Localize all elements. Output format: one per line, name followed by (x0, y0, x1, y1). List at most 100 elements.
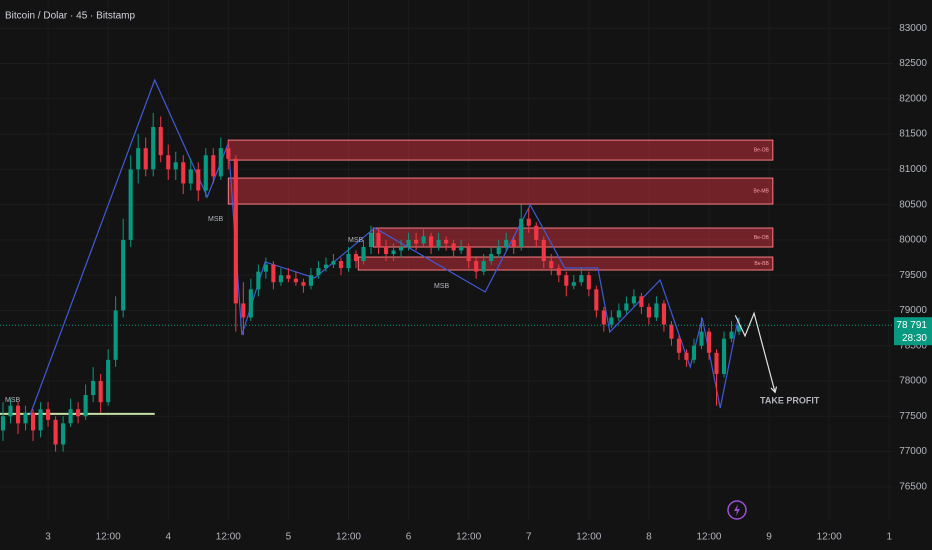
candle-body (639, 296, 644, 307)
alert-circle[interactable] (727, 500, 747, 520)
y-tick-label: 77000 (899, 446, 927, 457)
candle-body (248, 289, 253, 318)
candle-body (609, 317, 614, 325)
candle-body (721, 338, 727, 374)
candle-body (30, 412, 36, 431)
y-tick-label: 82500 (899, 58, 927, 69)
candle-body (684, 352, 689, 360)
y-tick-label: 80500 (899, 199, 927, 210)
y-tick-label: 76500 (899, 481, 927, 492)
candle-body (406, 239, 411, 247)
candle-body (466, 246, 471, 262)
candle-body (398, 246, 404, 251)
candle-body (203, 155, 208, 191)
y-tick-label: 79500 (899, 270, 927, 281)
candle-body (38, 409, 43, 431)
candle-body (8, 405, 13, 417)
candle-body (53, 419, 58, 445)
candle-body (706, 331, 712, 353)
candle-body (376, 232, 381, 247)
candle-body (669, 324, 674, 339)
candle-body (511, 239, 516, 247)
candle-body (263, 264, 268, 272)
candle-body (714, 352, 719, 374)
candle-body (91, 381, 96, 396)
candle-body (383, 246, 389, 255)
candle-body (368, 232, 374, 247)
plot: Be-OB Be-MB Be-OB Be-BB (0, 78, 778, 452)
y-tick-label: 80000 (899, 235, 927, 246)
candle-body (83, 395, 88, 417)
candle-body (271, 264, 276, 283)
candle-body (624, 303, 629, 311)
candle-body (46, 409, 51, 420)
last-price-label: 78 791 (896, 320, 927, 331)
candle-body (631, 296, 636, 304)
candle-body (256, 271, 261, 290)
x-tick-label: 12:00 (696, 532, 721, 543)
candle-body (601, 310, 606, 325)
candle-body (459, 246, 464, 251)
candle-body (496, 246, 501, 255)
candle-body (181, 162, 186, 184)
zone (357, 256, 774, 271)
candle-body (661, 303, 666, 325)
candle-body (564, 275, 569, 286)
y-tick-label: 82000 (899, 93, 927, 104)
x-tick-label: 7 (526, 532, 532, 543)
candle-body (121, 239, 126, 311)
alert-icon[interactable] (727, 500, 747, 520)
candle-body (76, 409, 81, 417)
candle-body (346, 254, 351, 269)
candle-body (0, 416, 6, 431)
candle-body (541, 239, 546, 262)
candle-body (218, 148, 223, 177)
annotation: MSB (434, 283, 450, 290)
candle-body (594, 289, 599, 311)
candle-body (534, 225, 539, 240)
annotation: MSB (348, 237, 364, 244)
zone (227, 177, 774, 205)
zone-label: Be-MB (754, 188, 770, 194)
candle-body (106, 359, 111, 403)
countdown: 28:30 (902, 333, 927, 344)
candle-body (338, 261, 344, 269)
candle-body (391, 250, 396, 255)
candle-body (286, 275, 291, 279)
candle-body (158, 127, 163, 156)
candle-body (436, 239, 441, 247)
zone (372, 227, 774, 248)
x-tick-label: 8 (646, 532, 652, 543)
candle-body (421, 236, 426, 244)
candle-body (323, 264, 329, 269)
zone-label: Be-OB (754, 235, 770, 241)
x-tick-label: 12:00 (96, 532, 121, 543)
candle-body (308, 275, 314, 286)
candle-body (579, 275, 584, 283)
x-tick-label: 12:00 (576, 532, 601, 543)
candle-body (586, 275, 591, 290)
candle-body (526, 218, 531, 226)
y-tick-label: 83000 (899, 23, 927, 34)
candle-body (481, 261, 486, 272)
candle-body (241, 303, 246, 318)
x-tick-label: 3 (45, 532, 51, 543)
x-tick-label: 12:00 (336, 532, 361, 543)
x-tick-label: 12:00 (456, 532, 481, 543)
alert-bolt[interactable] (734, 504, 740, 516)
candle-body (699, 331, 704, 346)
candle-body (301, 282, 306, 286)
zone-label: Be-BB (754, 261, 769, 267)
annotation: MSB (208, 216, 224, 223)
candle-body (331, 261, 336, 265)
y-tick-label: 78000 (899, 376, 927, 387)
candle-body (293, 278, 298, 283)
candle-body (519, 218, 524, 247)
candle-body (316, 268, 321, 276)
candle-body (361, 246, 366, 262)
projection-arrow (770, 386, 778, 394)
candle-body (571, 282, 576, 286)
candle-body (429, 236, 434, 247)
projection-line (734, 311, 776, 393)
last-price-box (894, 317, 932, 346)
